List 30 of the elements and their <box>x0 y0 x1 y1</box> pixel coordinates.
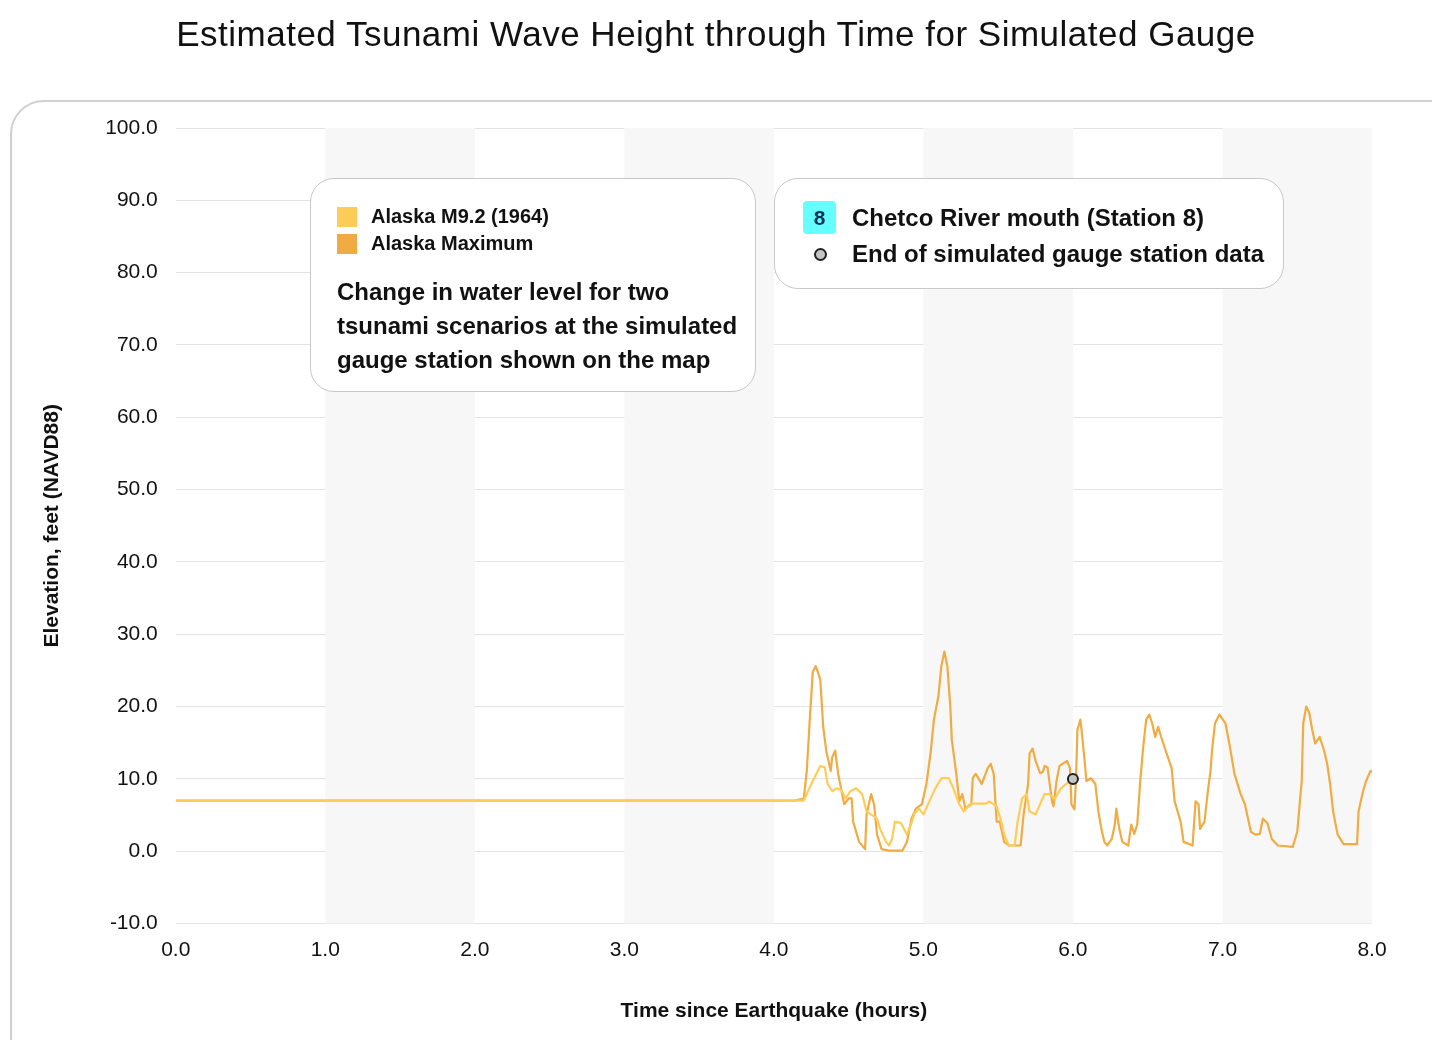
x-tick-label: 8.0 <box>1357 937 1387 960</box>
annotation: Chetco River mouth (Station 8) <box>852 203 1205 232</box>
legend-label: Alaska M9.2 (1964) <box>371 205 549 228</box>
y-tick-label: 100.0 <box>105 114 158 138</box>
y-tick-label: -10.0 <box>109 910 158 934</box>
annotation: Change in water level for two tsunami scenarios at the simulated gauge station shown on the map <box>337 277 739 375</box>
x-tick-label: 5.0 <box>908 937 939 960</box>
legend-label: Alaska Maximum <box>371 232 534 255</box>
y-tick-label: 80.0 <box>116 259 158 283</box>
y-tick-label: 50.0 <box>116 476 158 500</box>
number-badge: 8 <box>803 201 836 234</box>
y-tick-label: 40.0 <box>116 548 158 572</box>
y-tick-label: 0.0 <box>128 838 158 862</box>
y-tick-label: 90.0 <box>116 187 158 211</box>
legend-label: End of simulated gauge station data <box>852 240 1265 268</box>
x-tick-label: 2.0 <box>460 937 490 960</box>
y-tick-label: 20.0 <box>116 693 158 717</box>
x-tick-label: 1.0 <box>310 937 340 960</box>
x-tick-label: 4.0 <box>759 937 789 960</box>
y-axis-title: Elevation, feet (NAVD88) <box>39 404 63 648</box>
x-tick-label: 0.0 <box>161 937 191 960</box>
x-tick-label: 6.0 <box>1058 937 1088 960</box>
x-axis-title: Time since Earthquake (hours) <box>620 998 928 1022</box>
x-tick-label: 7.0 <box>1207 937 1238 960</box>
y-tick-label: 30.0 <box>116 621 158 645</box>
y-tick-label: 10.0 <box>116 765 158 789</box>
y-tick-label: 70.0 <box>116 331 158 355</box>
y-tick-label: 60.0 <box>116 404 158 428</box>
x-tick-label: 3.0 <box>609 937 639 960</box>
chart-title: Estimated Tsunami Wave Height through Time for Simulated Gauge <box>175 14 1257 54</box>
